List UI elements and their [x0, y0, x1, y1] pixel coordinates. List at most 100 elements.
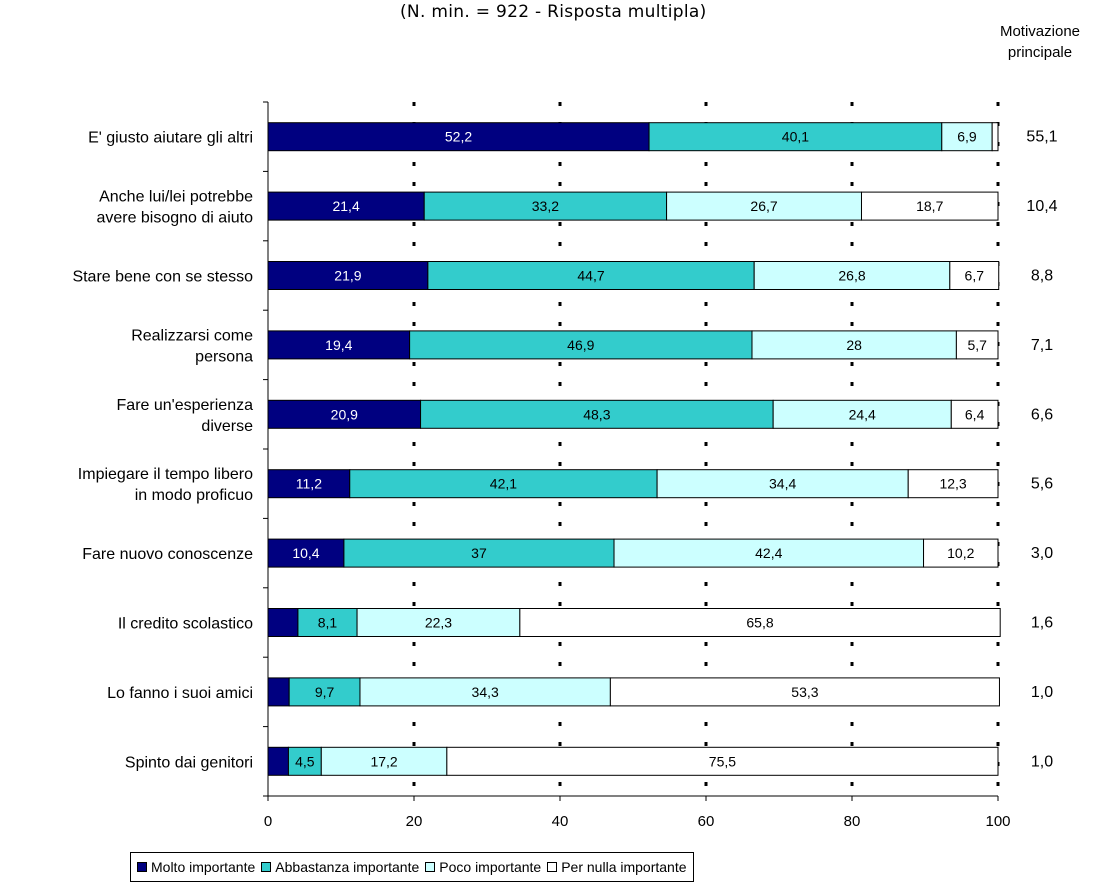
motivazione-value-0: 55,1 [1026, 129, 1057, 146]
bar-nulla-0 [991, 122, 999, 152]
legend-item-poco: Poco importante [425, 859, 541, 875]
bar-abbastanza-2 [427, 261, 755, 290]
motivazione-value-2: 8,8 [1031, 268, 1053, 285]
data-label-nulla-5: 12,3 [939, 476, 966, 492]
category-label-1-1: avere bisogno di aiuto [96, 210, 253, 227]
data-label-abbastanza-2: 44,7 [577, 268, 604, 284]
data-label-poco-0: 6,9 [957, 129, 977, 145]
category-label-8-0: Lo fanno i suoi amici [107, 685, 253, 702]
bar-nulla-1 [860, 191, 999, 221]
side-header-line-2: principale [1007, 44, 1073, 61]
motivazione-value-7: 1,6 [1031, 615, 1053, 632]
data-label-poco-1: 26,7 [750, 198, 777, 214]
data-label-molto-3: 19,4 [325, 337, 352, 353]
legend-swatch-molto [137, 862, 147, 872]
bar-poco-9 [320, 746, 448, 776]
bar-nulla-5 [907, 469, 999, 499]
motivazione-principale-header: Motivazione principale [985, 21, 1095, 63]
data-label-abbastanza-1: 33,2 [532, 198, 559, 214]
bar-abbastanza-6 [343, 538, 615, 568]
bar-abbastanza-9 [287, 746, 322, 776]
data-label-poco-3: 28 [846, 337, 862, 353]
bar-molto-4 [267, 399, 422, 429]
x-tick-label-0: 0 [264, 813, 272, 830]
bar-abbastanza-4 [420, 399, 774, 429]
data-label-molto-4: 20,9 [331, 406, 358, 422]
category-label-1-0: Anche lui/lei potrebbe [99, 189, 253, 206]
x-tick-label-40: 40 [552, 813, 569, 830]
data-label-molto-0: 52,2 [445, 129, 472, 145]
legend-item-nulla: Per nulla importante [547, 859, 687, 875]
category-label-5-0: Impiegare il tempo libero [78, 466, 253, 483]
chart-subtitle: (N. min. = 922 - Risposta multipla) [400, 2, 707, 22]
legend-label-abbastanza: Abbastanza importante [275, 859, 420, 875]
data-label-nulla-7: 65,8 [746, 615, 773, 631]
data-label-nulla-9: 75,5 [709, 753, 736, 769]
x-tick-label-60: 60 [698, 813, 715, 830]
motivazione-value-4: 6,6 [1031, 406, 1053, 423]
legend-label-poco: Poco importante [439, 859, 542, 875]
data-label-abbastanza-0: 40,1 [782, 129, 809, 145]
category-label-2-0: Stare bene con se stesso [72, 269, 253, 286]
data-label-poco-5: 34,4 [769, 476, 796, 492]
bar-molto-5 [267, 469, 351, 499]
data-label-abbastanza-5: 42,1 [490, 476, 517, 492]
category-label-3-1: persona [195, 348, 253, 365]
data-label-poco-9: 17,2 [370, 753, 397, 769]
data-label-abbastanza-3: 46,9 [567, 337, 594, 353]
bar-abbastanza-5 [349, 469, 658, 499]
bar-nulla-3 [955, 330, 999, 360]
data-label-nulla-1: 18,7 [916, 198, 943, 214]
data-label-poco-7: 22,3 [425, 615, 452, 631]
legend-item-molto: Molto importante [137, 859, 255, 875]
bar-abbastanza-0 [648, 122, 943, 152]
data-label-nulla-6: 10,2 [947, 545, 974, 561]
chart-legend: Molto importante Abbastanza importante P… [130, 852, 694, 882]
data-label-abbastanza-8: 9,7 [315, 684, 335, 700]
category-label-9-0: Spinto dai genitori [125, 754, 253, 771]
bar-molto-9 [267, 746, 289, 776]
bar-nulla-8 [609, 677, 1000, 707]
x-tick-label-100: 100 [985, 813, 1010, 830]
category-label-0-0: E' giusto aiutare gli altri [88, 130, 253, 147]
data-label-abbastanza-7: 8,1 [318, 615, 338, 631]
motivazione-value-3: 7,1 [1031, 337, 1053, 354]
bar-abbastanza-3 [409, 330, 753, 360]
bar-abbastanza-7 [297, 608, 358, 637]
bar-nulla-2 [949, 261, 1000, 290]
bar-nulla-9 [446, 746, 999, 776]
data-label-molto-1: 21,4 [332, 198, 359, 214]
motivazione-value-8: 1,0 [1031, 684, 1053, 701]
category-label-3-0: Realizzarsi come [131, 327, 253, 344]
data-label-poco-8: 34,3 [472, 684, 499, 700]
x-tick-label-20: 20 [406, 813, 423, 830]
legend-item-abbastanza: Abbastanza importante [261, 859, 419, 875]
data-label-nulla-4: 6,4 [965, 406, 985, 422]
data-label-molto-2: 21,9 [334, 268, 361, 284]
data-label-poco-4: 24,4 [849, 406, 876, 422]
bar-poco-4 [772, 399, 952, 429]
data-label-poco-2: 26,8 [838, 268, 865, 284]
bar-molto-6 [267, 538, 345, 568]
bar-poco-8 [359, 677, 611, 707]
category-label-6-0: Fare nuovo conoscenze [82, 546, 253, 563]
legend-label-molto: Molto importante [151, 859, 256, 875]
motivazione-value-9: 1,0 [1031, 753, 1053, 770]
legend-swatch-nulla [547, 862, 558, 872]
data-label-nulla-2: 6,7 [965, 268, 985, 284]
data-label-molto-6: 10,4 [292, 545, 319, 561]
motivazione-value-5: 5,6 [1031, 476, 1053, 493]
category-label-7-0: Il credito scolastico [118, 616, 253, 633]
motivazione-value-1: 10,4 [1026, 198, 1057, 215]
bar-molto-0 [267, 122, 650, 152]
category-label-5-1: in modo proficuo [135, 487, 253, 504]
bar-poco-7 [356, 608, 521, 637]
category-label-4-0: Fare un'esperienza [117, 397, 254, 414]
data-label-abbastanza-4: 48,3 [583, 406, 610, 422]
legend-swatch-abbastanza [261, 862, 272, 872]
bar-molto-7 [267, 608, 299, 637]
bar-nulla-4 [950, 399, 999, 429]
bar-poco-0 [941, 122, 993, 152]
category-label-4-1: diverse [201, 418, 253, 435]
bar-nulla-7 [519, 608, 1001, 637]
